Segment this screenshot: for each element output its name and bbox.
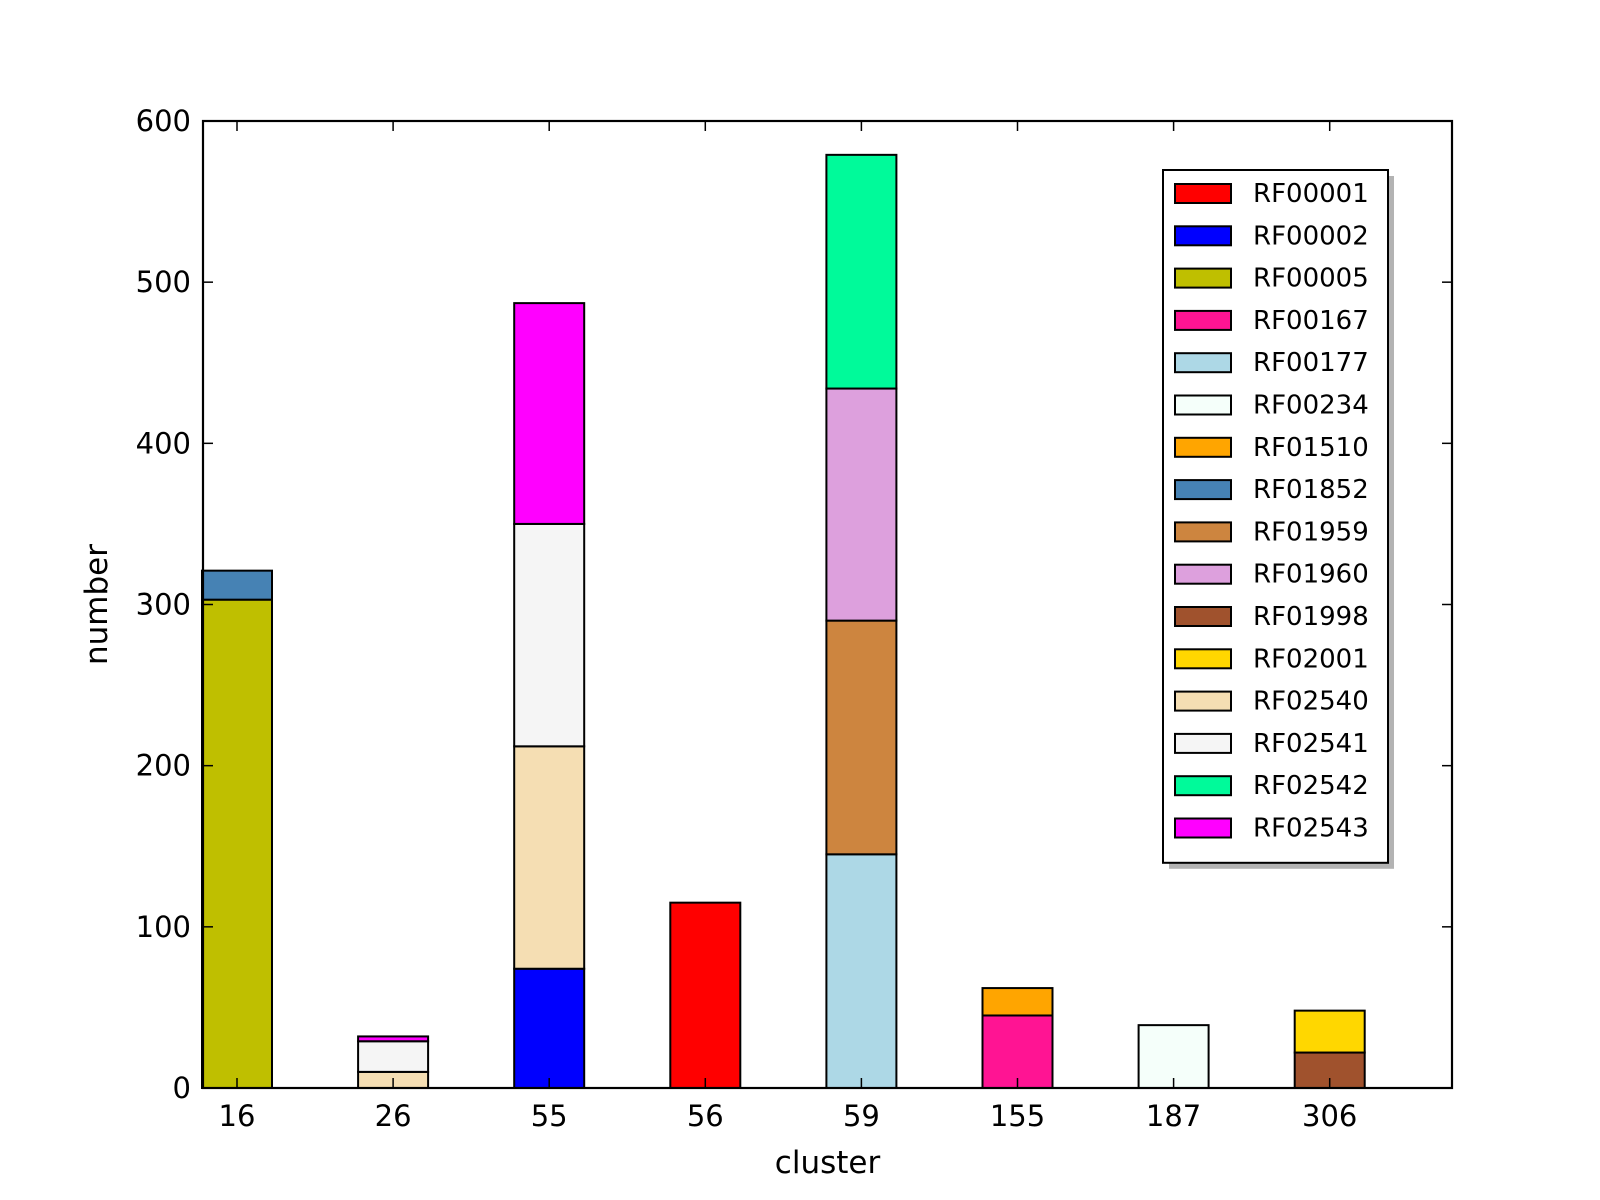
y-tick-label: 400 xyxy=(136,426,191,460)
legend-swatch-RF01852 xyxy=(1174,479,1232,501)
legend-label-RF02001: RF02001 xyxy=(1253,644,1369,674)
bar-segment-RF02001-cluster-306 xyxy=(1293,1009,1366,1054)
legend-label-RF02540: RF02540 xyxy=(1253,687,1369,717)
legend-swatch-RF00005 xyxy=(1174,267,1232,289)
legend-label-RF01960: RF01960 xyxy=(1253,560,1369,590)
legend-label-RF00002: RF00002 xyxy=(1253,221,1369,251)
bar-segment-RF02542-cluster-59 xyxy=(825,153,898,390)
x-axis-label: cluster xyxy=(775,1145,881,1181)
bar-segment-RF01959-cluster-59 xyxy=(825,619,898,856)
y-tick-label: 300 xyxy=(136,588,191,622)
legend-swatch-RF02542 xyxy=(1174,775,1232,797)
x-tick-label: 16 xyxy=(219,1099,256,1133)
bar-segment-RF02541-cluster-55 xyxy=(513,522,586,748)
legend-swatch-RF00002 xyxy=(1174,225,1232,247)
y-tick-label: 500 xyxy=(136,265,191,299)
bars-layer xyxy=(201,153,1366,1090)
legend-label-RF02543: RF02543 xyxy=(1253,814,1369,844)
legend: RF00001 RF00002 RF00005 RF00167 RF00177 RF002… xyxy=(1162,169,1394,869)
bar-segment-RF00234-cluster-187 xyxy=(1137,1024,1210,1090)
legend-swatch-RF02001 xyxy=(1174,648,1232,670)
legend-swatch-RF02543 xyxy=(1174,817,1232,839)
legend-label-RF02541: RF02541 xyxy=(1253,729,1369,759)
y-tick-label: 600 xyxy=(136,104,191,138)
x-tick-label: 56 xyxy=(687,1099,724,1133)
legend-label-RF00001: RF00001 xyxy=(1253,179,1369,209)
legend-label-RF02542: RF02542 xyxy=(1253,771,1369,801)
bar-segment-RF01960-cluster-59 xyxy=(825,387,898,622)
y-axis-label: number xyxy=(79,544,115,665)
legend-label-RF00167: RF00167 xyxy=(1253,306,1369,336)
x-tick-label: 306 xyxy=(1302,1099,1357,1133)
bar-segment-RF00001-cluster-56 xyxy=(669,901,742,1089)
legend-swatch-RF01959 xyxy=(1174,521,1232,543)
y-tick-label: 200 xyxy=(136,749,191,783)
legend-swatch-RF00001 xyxy=(1174,183,1232,204)
legend-swatch-RF02540 xyxy=(1174,690,1232,712)
bar-segment-RF00002-cluster-55 xyxy=(513,967,586,1090)
legend-label-RF01959: RF01959 xyxy=(1253,517,1369,547)
legend-label-RF01998: RF01998 xyxy=(1253,602,1369,632)
bar-segment-RF02543-cluster-55 xyxy=(513,302,586,525)
legend-swatch-RF01998 xyxy=(1174,606,1232,627)
y-tick-label: 0 xyxy=(173,1071,191,1105)
legend-swatch-RF02541 xyxy=(1174,732,1232,754)
legend-label-RF01852: RF01852 xyxy=(1253,475,1369,505)
legend-swatch-RF01960 xyxy=(1174,563,1232,585)
legend-label-RF00234: RF00234 xyxy=(1253,391,1369,421)
bar-segment-RF00167-cluster-155 xyxy=(981,1014,1054,1089)
legend-label-RF00005: RF00005 xyxy=(1253,264,1369,294)
x-tick-label: 155 xyxy=(990,1099,1045,1133)
x-tick-label: 55 xyxy=(531,1099,568,1133)
plot-frame xyxy=(201,119,1454,1090)
x-tick-label: 187 xyxy=(1146,1099,1201,1133)
bar-segment-RF01510-cluster-155 xyxy=(981,987,1054,1017)
bar-segment-RF01852-cluster-16 xyxy=(201,569,273,601)
x-tick-label: 59 xyxy=(843,1099,880,1133)
legend-swatch-RF00167 xyxy=(1174,309,1232,331)
bar-segment-RF02543-cluster-26 xyxy=(357,1035,430,1043)
legend-swatch-RF01510 xyxy=(1174,436,1232,458)
bar-segment-RF02540-cluster-55 xyxy=(513,745,586,970)
bar-segment-RF00177-cluster-59 xyxy=(825,853,898,1090)
x-tick-label: 26 xyxy=(375,1099,412,1133)
y-tick-label: 100 xyxy=(136,910,191,944)
legend-swatch-RF00234 xyxy=(1174,394,1232,416)
bar-segment-RF02541-cluster-26 xyxy=(357,1040,430,1073)
legend-swatch-RF00177 xyxy=(1174,352,1232,374)
legend-label-RF01510: RF01510 xyxy=(1253,433,1369,463)
legend-label-RF00177: RF00177 xyxy=(1253,348,1369,378)
bar-segment-RF00005-cluster-16 xyxy=(201,598,273,1089)
